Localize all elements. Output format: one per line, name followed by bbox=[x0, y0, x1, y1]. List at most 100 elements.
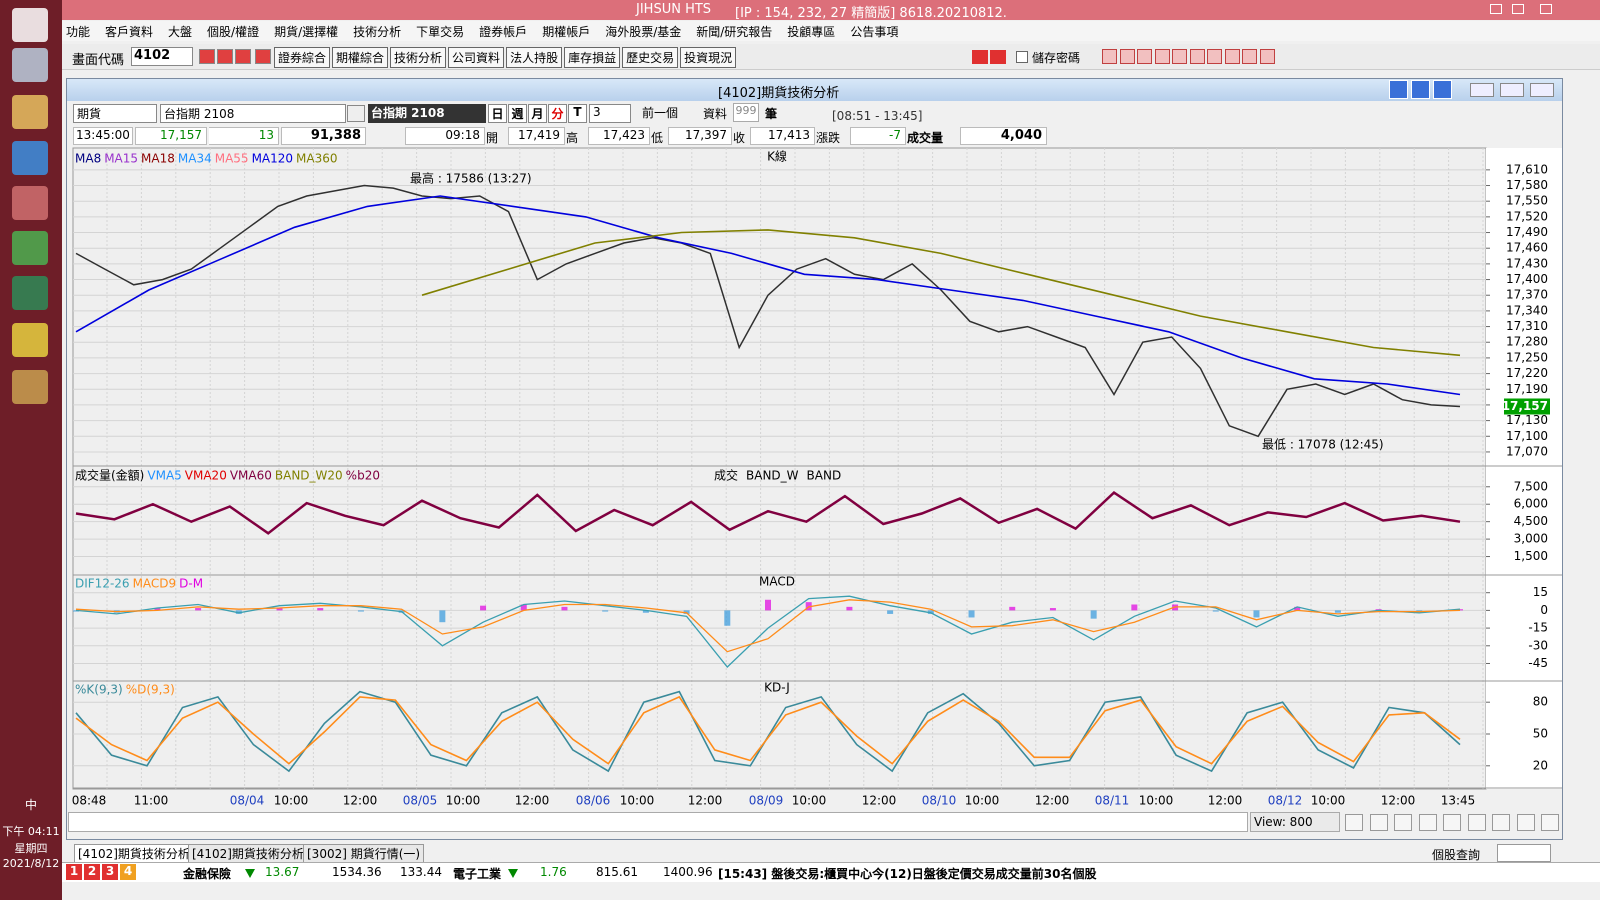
toolbar-button[interactable]: 公司資料 bbox=[448, 47, 505, 68]
search-icon[interactable] bbox=[347, 105, 365, 122]
view-icon[interactable] bbox=[1492, 814, 1510, 831]
menu-item[interactable]: 期權帳戶 bbox=[542, 24, 591, 39]
taskbar-icon[interactable] bbox=[12, 141, 48, 175]
tool-icon[interactable] bbox=[1242, 49, 1257, 64]
tool-icon[interactable] bbox=[1119, 49, 1135, 64]
checkbox[interactable] bbox=[1016, 51, 1028, 63]
toolbar-button[interactable]: 證券綜合 bbox=[274, 47, 331, 68]
taskbar-icon[interactable] bbox=[12, 323, 48, 357]
menu-item[interactable]: 客戶資料 bbox=[105, 24, 154, 39]
panel-icon[interactable] bbox=[1411, 80, 1430, 99]
tool-icon[interactable] bbox=[199, 49, 215, 64]
taskbar-icon[interactable] bbox=[12, 95, 48, 129]
tool-icon[interactable] bbox=[972, 50, 988, 64]
quote-field-label: 高 bbox=[566, 131, 579, 145]
menu-item[interactable]: 技術分析 bbox=[353, 24, 402, 39]
menu-item[interactable]: 個股/權證 bbox=[207, 24, 260, 39]
toolbar-button[interactable]: 歷史交易 bbox=[622, 47, 679, 68]
menu-item[interactable]: 海外股票/基金 bbox=[605, 24, 682, 39]
menu-item[interactable]: 期貨/選擇權 bbox=[274, 24, 339, 39]
panel-icon[interactable] bbox=[1389, 80, 1408, 99]
view-icon[interactable] bbox=[1345, 814, 1363, 831]
scrollbar[interactable] bbox=[68, 812, 1248, 832]
window-button[interactable] bbox=[1512, 4, 1524, 14]
menu-item[interactable]: 新聞/研究報告 bbox=[696, 24, 773, 39]
view-icon[interactable] bbox=[1516, 814, 1535, 831]
period-button[interactable]: T bbox=[568, 104, 587, 123]
taskbar-icon[interactable] bbox=[12, 276, 48, 310]
tool-icon[interactable] bbox=[1102, 49, 1117, 64]
tool-icon[interactable] bbox=[1137, 49, 1152, 64]
code-input[interactable]: 4102 bbox=[131, 47, 193, 66]
product-select[interactable]: 台指期 2108 bbox=[160, 104, 346, 123]
tool-icon[interactable] bbox=[255, 49, 271, 64]
tab[interactable]: [4102]期貨技術分析 bbox=[188, 844, 308, 862]
tool-icon[interactable] bbox=[235, 49, 251, 64]
tool-icon[interactable] bbox=[1154, 49, 1170, 64]
ticker-index: 1534.36 bbox=[332, 865, 382, 879]
tool-icon[interactable] bbox=[1207, 49, 1222, 64]
toolbar-button[interactable]: 期權綜合 bbox=[332, 47, 389, 68]
toolbar-button[interactable]: 法人持股 bbox=[506, 47, 563, 68]
menu-item[interactable]: 投顧專區 bbox=[787, 24, 836, 39]
clock-day: 星期四 bbox=[14, 842, 48, 855]
taskbar-icon[interactable] bbox=[12, 8, 48, 42]
toolbar-button[interactable]: 庫存損益 bbox=[564, 47, 621, 68]
tool-icon[interactable] bbox=[1259, 49, 1275, 64]
period-button[interactable]: 週 bbox=[508, 104, 527, 123]
news[interactable]: [15:43] 盤後交易:櫃買中心今(12)日盤後定價交易成交量前30名個股 bbox=[718, 867, 1097, 881]
view-icon[interactable] bbox=[1394, 814, 1412, 831]
group-button[interactable]: 4 bbox=[120, 864, 136, 880]
save-password: 儲存密碼 bbox=[1032, 51, 1081, 65]
period-button[interactable]: 日 bbox=[488, 104, 507, 123]
app-info: [IP : 154, 232, 27 精簡版] 8618.20210812. bbox=[735, 6, 1007, 21]
panel-icon[interactable] bbox=[1433, 80, 1452, 99]
view-label: View: 800 bbox=[1250, 812, 1340, 832]
menu-item[interactable]: 大盤 bbox=[168, 24, 193, 39]
tab[interactable]: [4102]期貨技術分析 bbox=[74, 844, 194, 862]
view-icon[interactable] bbox=[1541, 814, 1559, 831]
taskbar-icon[interactable] bbox=[12, 231, 48, 265]
taskbar-icon[interactable] bbox=[12, 370, 48, 404]
type-select[interactable]: 期貨 bbox=[73, 104, 157, 123]
panel-button[interactable] bbox=[1470, 83, 1494, 97]
taskbar-icon[interactable] bbox=[12, 186, 48, 220]
view-icon[interactable] bbox=[1443, 814, 1461, 831]
view-icon[interactable] bbox=[1418, 814, 1437, 831]
product-name: 台指期 2108 bbox=[368, 104, 486, 123]
view-icon[interactable] bbox=[1467, 814, 1486, 831]
prev-button[interactable]: 前一個 bbox=[641, 106, 678, 120]
panel-button[interactable] bbox=[1500, 83, 1524, 97]
ticker-change: 1.76 bbox=[540, 865, 567, 879]
data-count[interactable]: 999 bbox=[733, 103, 759, 122]
tool-icon[interactable] bbox=[1172, 49, 1187, 64]
menu-item[interactable]: 功能 bbox=[66, 24, 91, 39]
toolbar-button[interactable]: 投資現況 bbox=[680, 47, 737, 68]
ticker-change: 13.67 bbox=[265, 865, 300, 879]
menu-item[interactable]: 證券帳戶 bbox=[479, 24, 528, 39]
app-title: JIHSUN HTS bbox=[636, 2, 712, 17]
interval-select[interactable]: 3 bbox=[589, 104, 631, 123]
period-button[interactable]: 月 bbox=[528, 104, 547, 123]
data-unit: 筆 bbox=[765, 107, 778, 121]
tool-icon[interactable] bbox=[1189, 49, 1205, 64]
stock-query[interactable]: 個股查詢 bbox=[1432, 848, 1481, 862]
panel-button[interactable] bbox=[1530, 83, 1554, 97]
taskbar-icon[interactable] bbox=[12, 48, 48, 82]
view-icon[interactable] bbox=[1369, 814, 1388, 831]
menu-item[interactable]: 下單交易 bbox=[416, 24, 465, 39]
query-input[interactable] bbox=[1497, 844, 1551, 862]
tab[interactable]: [3002] 期貨行情(一) bbox=[303, 844, 425, 862]
period-button[interactable]: 分 bbox=[548, 104, 567, 123]
toolbar-button[interactable]: 技術分析 bbox=[390, 47, 447, 68]
window-button[interactable] bbox=[1540, 4, 1552, 14]
tool-icon[interactable] bbox=[217, 49, 233, 64]
group-button[interactable]: 1 bbox=[66, 864, 82, 880]
quote-field-label: 開 bbox=[486, 131, 499, 145]
tool-icon[interactable] bbox=[1224, 49, 1240, 64]
window-button[interactable] bbox=[1490, 4, 1502, 14]
menu-item[interactable]: 公告事項 bbox=[850, 24, 899, 39]
group-button[interactable]: 2 bbox=[84, 864, 100, 880]
group-button[interactable]: 3 bbox=[102, 864, 118, 880]
tool-icon[interactable] bbox=[990, 50, 1006, 64]
